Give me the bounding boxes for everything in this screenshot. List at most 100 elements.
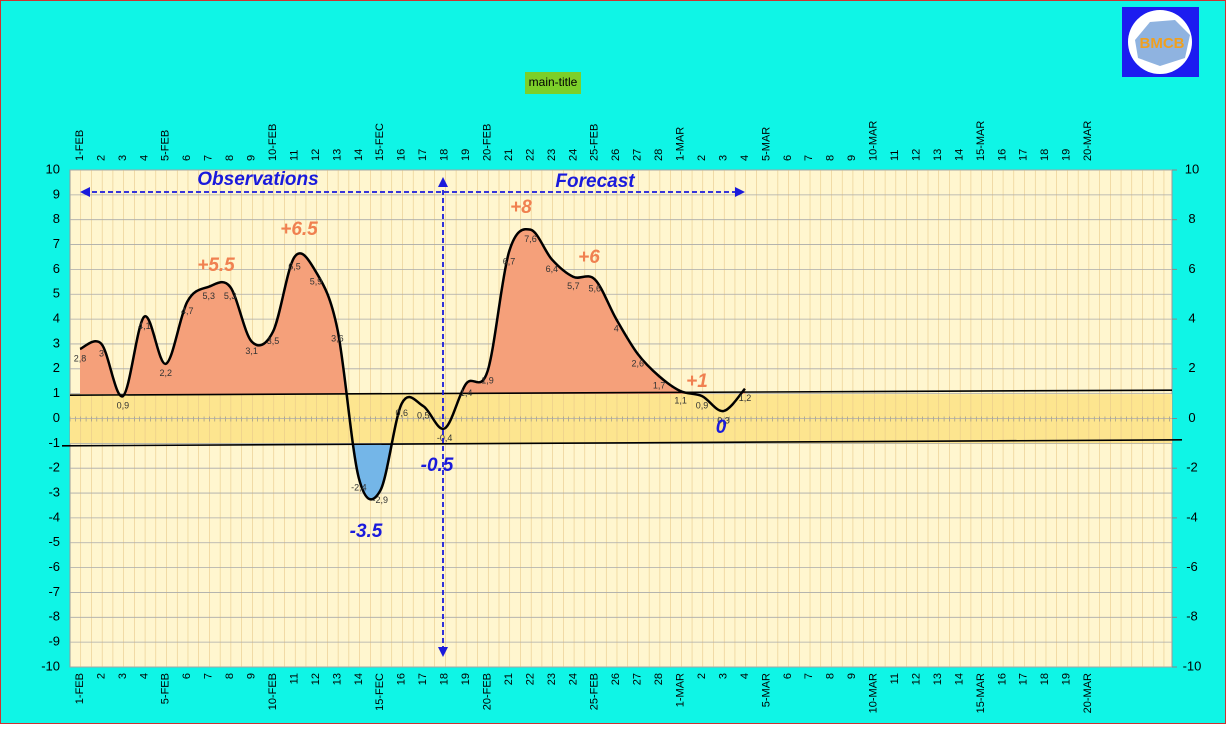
x-tick-label-top: 14 [953, 149, 965, 161]
x-tick-label-top: 28 [653, 149, 665, 161]
x-tick-label-bottom: 1-FEB [74, 673, 86, 704]
x-tick-label-top: 11 [288, 150, 300, 161]
data-label: 0,3 [717, 415, 730, 425]
x-tick-label-top: 10-FEB [267, 124, 279, 161]
data-label: 2,2 [160, 368, 173, 378]
x-tick-label-bottom: 6 [782, 673, 794, 679]
x-tick-label-bottom: 14 [953, 673, 965, 685]
x-tick-label-top: 9 [846, 155, 858, 161]
y-tick-label: -6 [48, 559, 60, 574]
data-label: 1,9 [481, 376, 494, 386]
y2-tick-label: -2 [1186, 460, 1198, 475]
data-label: 5,3 [224, 291, 237, 301]
x-tick-label-top: 20-MAR [1082, 121, 1094, 161]
annotation: Observations [197, 169, 318, 190]
annotation: +5.5 [197, 255, 235, 276]
x-tick-label-top: 14 [353, 149, 365, 161]
x-tick-label-top: 17 [1018, 149, 1030, 161]
data-label: 5,6 [589, 284, 602, 294]
y-tick-label: -2 [48, 460, 60, 475]
x-tick-label-bottom: 5-FEB [160, 673, 172, 704]
x-tick-label-bottom: 14 [353, 673, 365, 685]
x-tick-label-top: 8 [825, 155, 837, 161]
logo-map [1135, 20, 1190, 66]
neutral-band [70, 394, 1172, 444]
y-tick-label: -5 [48, 534, 60, 549]
y2-tick-label: 4 [1188, 311, 1195, 326]
data-label: 5,9 [310, 276, 323, 286]
x-tick-label-top: 1-MAR [675, 127, 687, 161]
y2-tick-label: -6 [1186, 559, 1198, 574]
y-tick-label: 1 [53, 385, 60, 400]
data-label: 5,7 [567, 281, 580, 291]
data-label: 2,6 [631, 358, 644, 368]
x-tick-label-bottom: 10-MAR [868, 673, 880, 713]
y-tick-label: 3 [53, 335, 60, 350]
x-tick-label-top: 1-FEB [74, 130, 86, 161]
data-label: -2,9 [373, 495, 389, 505]
warm-area [80, 229, 745, 395]
x-tick-label-bottom: 17 [417, 673, 429, 685]
x-tick-label-top: 18 [439, 149, 451, 161]
data-label: 7,6 [524, 234, 537, 244]
x-tick-label-bottom: 6 [181, 673, 193, 679]
y2-tick-label: 8 [1188, 211, 1195, 226]
x-tick-label-top: 5-FEB [160, 130, 172, 161]
x-tick-label-bottom: 21 [503, 673, 515, 685]
y2-tick-label: -4 [1186, 509, 1198, 524]
x-tick-label-top: 18 [1039, 149, 1051, 161]
x-tick-label-top: 4 [138, 155, 150, 161]
x-tick-label-top: 11 [889, 150, 901, 161]
y-tick-label: 8 [53, 211, 60, 226]
y-tick-label: 5 [53, 286, 60, 301]
y2-tick-label: -10 [1183, 658, 1202, 673]
x-tick-label-bottom: 22 [524, 673, 536, 685]
x-tick-label-bottom: 16 [396, 673, 408, 685]
annotation: -3.5 [350, 521, 383, 542]
x-tick-label-top: 5-MAR [760, 127, 772, 161]
x-tick-label-top: 24 [567, 149, 579, 161]
x-tick-label-bottom: 19 [1061, 673, 1073, 685]
x-tick-label-top: 12 [310, 149, 322, 161]
x-tick-label-bottom: 26 [610, 673, 622, 685]
data-label: 3,6 [331, 333, 344, 343]
y-tick-label: -8 [48, 609, 60, 624]
logo-text: BMCB [1140, 35, 1185, 52]
x-tick-label-top: 8 [224, 155, 236, 161]
x-tick-label-bottom: 25-FEB [589, 673, 601, 710]
y-tick-label: -10 [41, 658, 60, 673]
x-tick-label-top: 3 [717, 155, 729, 161]
y2-tick-label: 2 [1188, 360, 1195, 375]
x-tick-label-bottom: 7 [803, 673, 815, 679]
x-tick-label-top: 22 [524, 149, 536, 161]
x-tick-label-bottom: 24 [567, 673, 579, 685]
x-tick-label-top: 9 [246, 155, 258, 161]
x-tick-label-top: 23 [546, 149, 558, 161]
x-tick-label-bottom: 15-FEC [374, 673, 386, 711]
x-tick-label-bottom: 16 [996, 673, 1008, 685]
y-tick-label: -4 [48, 509, 60, 524]
annotation: +6 [578, 247, 600, 268]
x-tick-label-bottom: 3 [117, 673, 129, 679]
x-tick-label-bottom: 9 [846, 673, 858, 679]
data-label: 2,8 [74, 353, 87, 363]
y-tick-label: 0 [53, 410, 60, 425]
x-tick-label-bottom: 12 [910, 673, 922, 685]
y2-tick-label: 10 [1185, 161, 1199, 176]
x-tick-label-bottom: 17 [1018, 673, 1030, 685]
band-upper [69, 389, 1173, 396]
annotation: +1 [686, 371, 708, 392]
data-label: 1,7 [653, 381, 666, 391]
x-tick-label-bottom: 20-FEB [481, 673, 493, 710]
chart-title: main-title [529, 75, 578, 89]
line [79, 228, 746, 501]
x-tick-label-top: 3 [117, 155, 129, 161]
x-tick-label-bottom: 11 [288, 673, 300, 684]
y-tick-label: -7 [48, 584, 60, 599]
x-tick-label-top: 2 [696, 155, 708, 161]
x-tick-label-bottom: 1-MAR [675, 673, 687, 707]
annotation: +8 [510, 197, 532, 218]
x-tick-label-bottom: 7 [203, 673, 215, 679]
x-tick-label-bottom: 13 [932, 673, 944, 685]
x-tick-label-bottom: 2 [696, 673, 708, 679]
